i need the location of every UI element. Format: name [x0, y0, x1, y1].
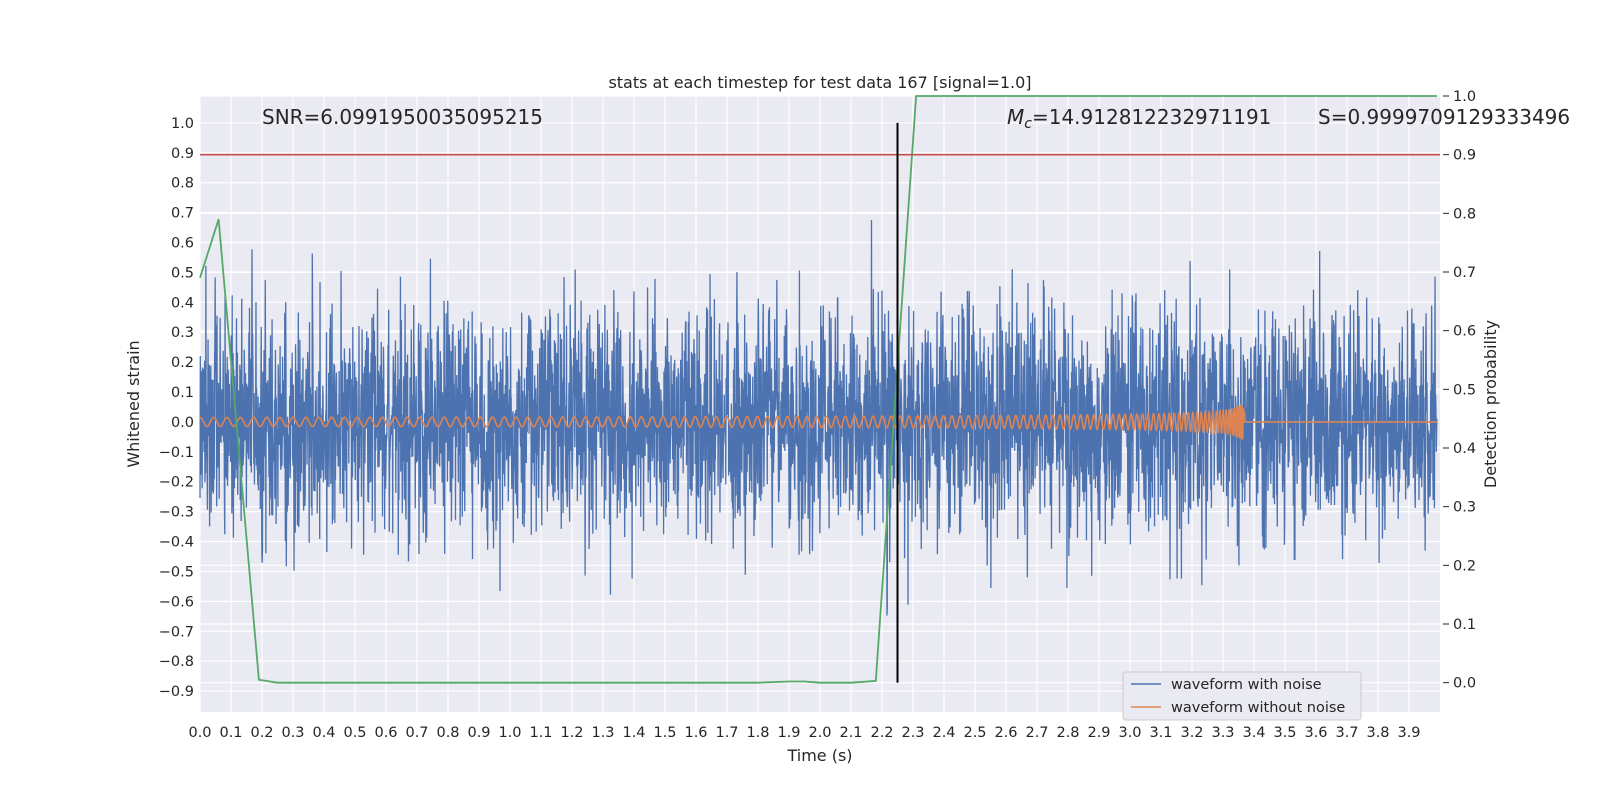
snr-annotation: SNR=6.0991950035095215 — [262, 105, 543, 129]
y-tick-label: 0.9 — [171, 146, 194, 162]
y2-tick-label: 0.7 — [1453, 265, 1476, 281]
y2-tick-label: 0.4 — [1453, 441, 1476, 457]
x-tick-label: 2.6 — [994, 725, 1017, 741]
y2-tick-label: 0.5 — [1453, 382, 1476, 398]
y-tick-label: −0.8 — [159, 654, 194, 670]
x-tick-label: 0.3 — [281, 725, 304, 741]
x-tick-label: 2.8 — [1056, 725, 1079, 741]
x-tick-label: 0.4 — [312, 725, 335, 741]
y-tick-label: −0.5 — [159, 564, 194, 580]
y-axis-ticks: 1.0 0.9 0.8 0.7 0.6 0.5 0.4 0.3 0.2 0.1 0.0 −0.1 −0.… — [159, 116, 194, 700]
y-tick-label: −0.4 — [159, 535, 194, 551]
y2-tick-label: 0.0 — [1453, 676, 1476, 692]
y2-tick-label: 0.6 — [1453, 324, 1476, 340]
y2-axis-ticks: 1.0 0.9 0.8 0.7 0.6 0.5 0.4 0.3 0.2 0.1 0.0 — [1443, 89, 1476, 692]
x-tick-label: 1.6 — [684, 725, 707, 741]
x-tick-label: 3.3 — [1211, 725, 1234, 741]
legend-label-clean: waveform without noise — [1171, 700, 1345, 716]
y-tick-label: −0.6 — [159, 594, 194, 610]
score-annotation: S=0.9999709129333496 — [1318, 105, 1570, 129]
y2-axis-label: Detection probability — [1481, 320, 1500, 488]
x-tick-label: 2.1 — [839, 725, 862, 741]
chart-title: stats at each timestep for test data 167… — [608, 73, 1031, 92]
legend: waveform with noise waveform without noi… — [1122, 671, 1362, 721]
y2-tick-label: 1.0 — [1453, 89, 1476, 105]
x-tick-label: 1.0 — [498, 725, 521, 741]
x-tick-label: 0.7 — [405, 725, 428, 741]
x-tick-label: 3.7 — [1335, 725, 1358, 741]
x-tick-label: 3.9 — [1397, 725, 1420, 741]
y2-tick-label: 0.9 — [1453, 148, 1476, 164]
chirp-mass-symbol: M — [1007, 105, 1024, 129]
y-tick-label: 1.0 — [171, 116, 194, 132]
x-tick-label: 0.9 — [467, 725, 490, 741]
y-tick-label: 0.4 — [171, 295, 194, 311]
x-tick-label: 2.7 — [1025, 725, 1048, 741]
y-tick-label: 0.8 — [171, 176, 194, 192]
x-tick-label: 0.1 — [219, 725, 242, 741]
x-tick-label: 2.3 — [901, 725, 924, 741]
x-tick-label: 0.5 — [343, 725, 366, 741]
series-line-detection-probability — [199, 95, 1437, 684]
x-tick-label: 2.0 — [808, 725, 831, 741]
x-tick-label: 1.8 — [746, 725, 769, 741]
x-tick-label: 3.0 — [1118, 725, 1141, 741]
x-tick-label: 0.8 — [436, 725, 459, 741]
y-axis-label: Whitened strain — [124, 340, 143, 467]
x-tick-label: 3.4 — [1242, 725, 1265, 741]
x-tick-label: 1.9 — [777, 725, 800, 741]
x-tick-label: 2.2 — [870, 725, 893, 741]
chirp-mass-value: =14.912812232971191 — [1032, 105, 1271, 129]
y-tick-label: 0.3 — [171, 325, 194, 341]
y-tick-label: −0.7 — [159, 624, 194, 640]
y-tick-label: −0.2 — [159, 475, 194, 491]
x-tick-label: 3.8 — [1366, 725, 1389, 741]
legend-label-noisy: waveform with noise — [1171, 677, 1322, 693]
y2-tick-label: 0.8 — [1453, 206, 1476, 222]
x-tick-label: 1.5 — [653, 725, 676, 741]
y2-tick-label: 0.1 — [1453, 617, 1476, 633]
y-tick-label: 0.1 — [171, 385, 194, 401]
x-axis-ticks: 0.0 0.1 0.2 0.3 0.4 0.5 0.6 0.7 0.8 0.9 1.0 1.1 1.2 1… — [188, 725, 1420, 741]
x-tick-label: 1.2 — [560, 725, 583, 741]
x-tick-label: 0.6 — [374, 725, 397, 741]
x-axis-label: Time (s) — [786, 746, 852, 765]
x-tick-label: 0.0 — [188, 725, 211, 741]
x-tick-label: 2.5 — [963, 725, 986, 741]
y-tick-label: 0.7 — [171, 206, 194, 222]
series-line-clean — [199, 404, 1437, 440]
x-tick-label: 1.3 — [591, 725, 614, 741]
y-tick-label: 0.2 — [171, 355, 194, 371]
chirp-mass-annotation: Mc=14.912812232971191 — [1007, 105, 1271, 132]
x-tick-label: 1.1 — [529, 725, 552, 741]
x-tick-label: 3.5 — [1273, 725, 1296, 741]
y-tick-label: 0.6 — [171, 236, 194, 252]
y-tick-label: 0.0 — [171, 415, 194, 431]
x-tick-label: 3.6 — [1304, 725, 1327, 741]
x-tick-label: 3.1 — [1149, 725, 1172, 741]
chirp-mass-subscript: c — [1024, 116, 1032, 132]
legend-box — [1122, 671, 1362, 721]
x-tick-label: 1.4 — [622, 725, 645, 741]
y-tick-label: −0.3 — [159, 505, 194, 521]
y-tick-label: −0.9 — [159, 684, 194, 700]
x-tick-label: 2.9 — [1087, 725, 1110, 741]
x-tick-label: 1.7 — [715, 725, 738, 741]
x-tick-label: 0.2 — [250, 725, 273, 741]
y2-tick-label: 0.3 — [1453, 500, 1476, 516]
y-tick-label: 0.5 — [171, 265, 194, 281]
series-layer — [199, 95, 1440, 684]
y-tick-label: −0.1 — [159, 445, 194, 461]
x-tick-label: 3.2 — [1180, 725, 1203, 741]
series-line-noisy — [199, 220, 1438, 616]
y2-tick-label: 0.2 — [1453, 558, 1476, 574]
x-tick-label: 2.4 — [932, 725, 955, 741]
